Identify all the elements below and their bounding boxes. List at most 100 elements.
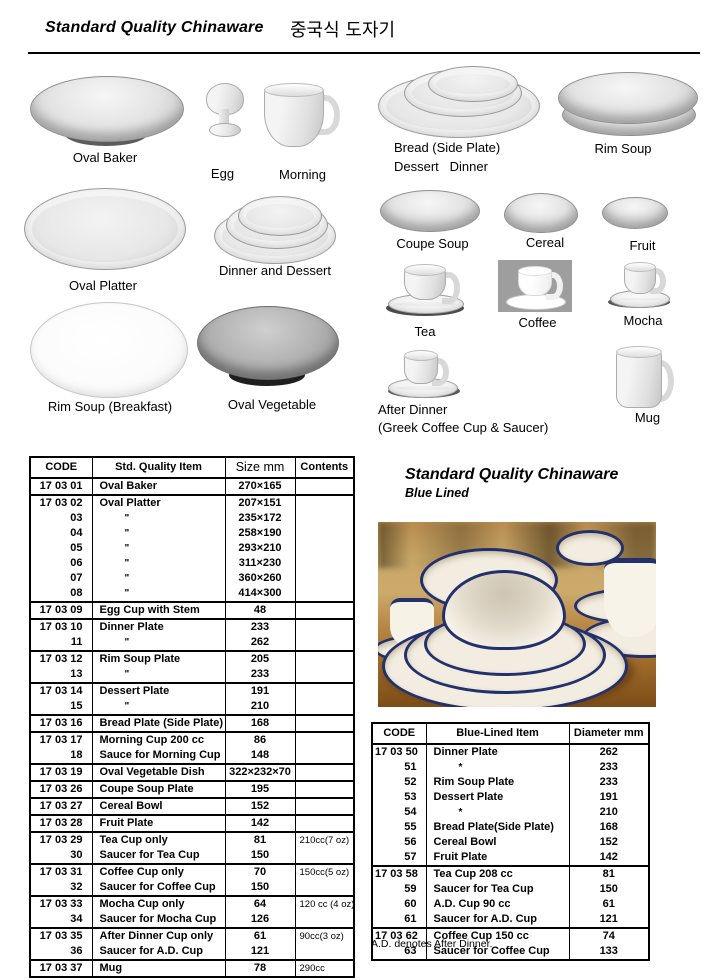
table-row: 53 Dessert Plate 191 <box>372 790 649 805</box>
cell-code: 17 03 35 <box>30 927 92 944</box>
cell-item: Saucer for Coffee Cup <box>425 944 569 960</box>
cell-size: 64 <box>224 895 295 912</box>
cell-code: 17 03 27 <box>30 797 92 815</box>
cell-contents: 150cc(5 oz) <box>294 863 354 880</box>
table-row: 57 Fruit Plate 142 <box>372 850 649 866</box>
cell-code: 56 <box>404 836 417 848</box>
table-row: 03 " 235×172 <box>30 511 354 526</box>
header-row: CODE Std. Quality Item Size mm Contents <box>30 457 354 479</box>
table-row: 17 03 26 Coupe Soup Plate 195 <box>30 780 354 798</box>
cell-contents <box>294 601 354 619</box>
product-label: Oval Platter <box>69 278 137 293</box>
table-row: 32 Saucer for Coffee Cup 150 <box>30 880 354 896</box>
table-row: 17 03 35 After Dinner Cup only 61 90cc(3 oz… <box>30 927 354 944</box>
cell-dia: 233 <box>568 760 649 775</box>
rim-soup-breakfast-image <box>30 302 188 398</box>
cell-item: Coffee Cup only <box>91 863 225 880</box>
table-row: 17 03 62 Coffee Cup 150 cc 74 <box>372 927 649 944</box>
cell-contents: 90cc(3 oz) <box>294 927 354 944</box>
table-row: 17 03 16 Bread Plate (Side Plate) 168 <box>30 714 354 732</box>
tea-cup-saucer-image <box>386 262 464 316</box>
rim-soup-image <box>558 72 698 136</box>
table-body: 17 03 01 Oval Baker 270×165 17 03 02 Oval Pl… <box>30 478 354 977</box>
cell-size: 191 <box>224 682 295 699</box>
cell-contents <box>294 912 354 928</box>
cell-size: 210 <box>224 699 295 715</box>
cell-dia: 61 <box>568 897 649 912</box>
egg-cup-image <box>203 83 245 145</box>
cell-item: Morning Cup 200 cc <box>91 731 225 748</box>
cell-item: " <box>91 699 225 715</box>
cell-contents <box>294 556 354 571</box>
cell-dia: 142 <box>568 850 649 866</box>
cell-size: 311×230 <box>224 556 295 571</box>
oval-vegetable-image <box>197 306 339 388</box>
cell-code: 08 <box>70 587 83 599</box>
column-header: Std. Quality Item <box>91 457 225 479</box>
cell-contents <box>294 586 354 602</box>
cell-size: 258×190 <box>224 526 295 541</box>
table-row: 52 Rim Soup Plate 233 <box>372 775 649 790</box>
mocha-cup-saucer-image <box>606 260 672 308</box>
cell-item: Cereal Bowl <box>91 797 225 815</box>
table-row: 18 Sauce for Morning Cup 148 <box>30 748 354 764</box>
table-row: 04 " 258×190 <box>30 526 354 541</box>
cell-code: 61 <box>404 913 417 925</box>
cell-code: 17 03 37 <box>30 959 92 977</box>
cell-code: 34 <box>70 913 83 925</box>
cell-size: 61 <box>224 927 295 944</box>
cell-contents <box>294 511 354 526</box>
cell-size: 195 <box>224 780 295 798</box>
cell-contents: 120 cc (4 oz) <box>294 895 354 912</box>
cell-size: 126 <box>224 912 295 928</box>
cell-code: 57 <box>404 851 417 863</box>
cell-item: Dinner Plate <box>425 744 569 760</box>
cell-dia: 81 <box>568 865 649 882</box>
cell-item: Cereal Bowl <box>425 835 569 850</box>
cell-size: 293×210 <box>224 541 295 556</box>
std-quality-table-wrap: CODE Std. Quality Item Size mm Contents 17 … <box>29 456 355 978</box>
cell-code: 17 03 19 <box>30 763 92 781</box>
cell-item: " <box>91 635 225 651</box>
table-row: 17 03 12 Rim Soup Plate 205 <box>30 650 354 667</box>
cell-dia: 152 <box>568 835 649 850</box>
cell-code: 05 <box>70 542 83 554</box>
cell-code: 51 <box>404 761 417 773</box>
cell-contents <box>294 714 354 732</box>
cell-contents <box>294 797 354 815</box>
cell-code: 52 <box>404 776 417 788</box>
cell-size: 70 <box>224 863 295 880</box>
table-row: 17 03 33 Mocha Cup only 64 120 cc (4 oz) <box>30 895 354 912</box>
cell-size: 205 <box>224 650 295 667</box>
product-label: Oval Baker <box>72 150 138 165</box>
cell-size: 81 <box>224 831 295 848</box>
cell-code: 17 03 12 <box>30 650 92 667</box>
cell-size: 414×300 <box>224 586 295 602</box>
cell-item: Saucer for A.D. Cup <box>91 944 225 960</box>
cell-item: * <box>425 805 569 820</box>
cell-code: 04 <box>70 527 83 539</box>
product-label: Bread (Side Plate) <box>394 140 501 155</box>
table-row: 17 03 09 Egg Cup with Stem 48 <box>30 601 354 619</box>
product-label: Oval Vegetable <box>227 397 317 412</box>
product-label: Coffee <box>518 315 557 330</box>
cell-contents <box>294 780 354 798</box>
cell-dia: 133 <box>568 944 649 960</box>
cell-item: Dessert Plate <box>91 682 225 699</box>
cell-size: 148 <box>224 748 295 764</box>
cell-code: 17 03 02 <box>30 494 92 511</box>
cell-contents <box>294 682 354 699</box>
cell-item: * <box>425 760 569 775</box>
blue-lined-photo <box>378 522 656 707</box>
cell-item: Bread Plate (Side Plate) <box>91 714 225 732</box>
table-row: 17 03 29 Tea Cup only 81 210cc(7 oz) <box>30 831 354 848</box>
coupe-soup-image <box>380 190 480 234</box>
cell-size: 121 <box>224 944 295 960</box>
cell-code: 17 03 09 <box>30 601 92 619</box>
table-row: 61 Saucer for A.D. Cup 121 <box>372 912 649 928</box>
cell-code: 17 03 31 <box>30 863 92 880</box>
cell-contents <box>294 944 354 960</box>
product-label: Coupe Soup <box>396 236 469 251</box>
cell-code: 54 <box>404 806 417 818</box>
